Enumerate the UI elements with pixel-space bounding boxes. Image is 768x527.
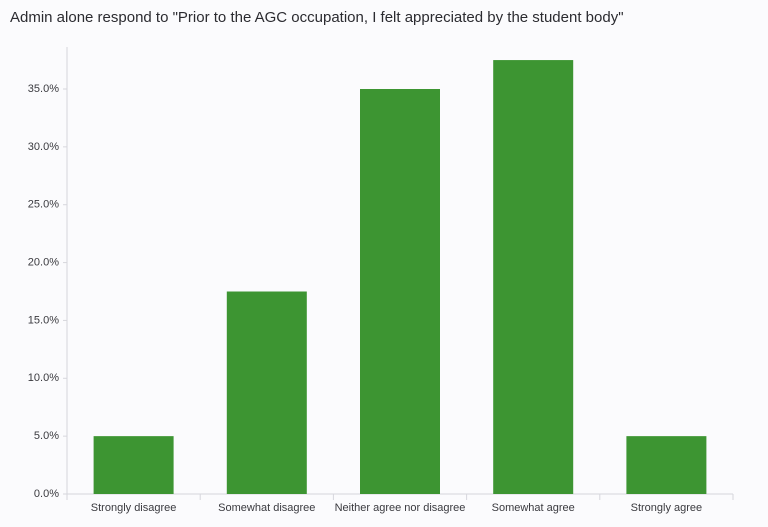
x-tick-label: Neither agree nor disagree: [335, 502, 466, 514]
y-tick-label: 15.0%: [28, 314, 59, 326]
y-tick-label: 30.0%: [28, 141, 59, 153]
bar: [493, 60, 574, 494]
x-tick-label: Strongly disagree: [91, 502, 177, 514]
bar: [226, 291, 307, 494]
bar: [626, 436, 707, 494]
x-tick-label: Strongly agree: [631, 502, 703, 514]
y-tick-label: 5.0%: [34, 430, 59, 442]
x-tick-label: Somewhat agree: [492, 502, 575, 514]
y-tick-label: 20.0%: [28, 256, 59, 268]
y-tick-label: 10.0%: [28, 372, 59, 384]
chart-title: Admin alone respond to "Prior to the AGC…: [10, 9, 624, 26]
bar: [93, 436, 174, 494]
bar: [360, 89, 440, 494]
y-tick-label: 25.0%: [28, 199, 59, 211]
x-tick-label: Somewhat disagree: [218, 502, 315, 514]
y-tick-label: 0.0%: [34, 488, 59, 500]
y-tick-label: 35.0%: [28, 83, 59, 95]
